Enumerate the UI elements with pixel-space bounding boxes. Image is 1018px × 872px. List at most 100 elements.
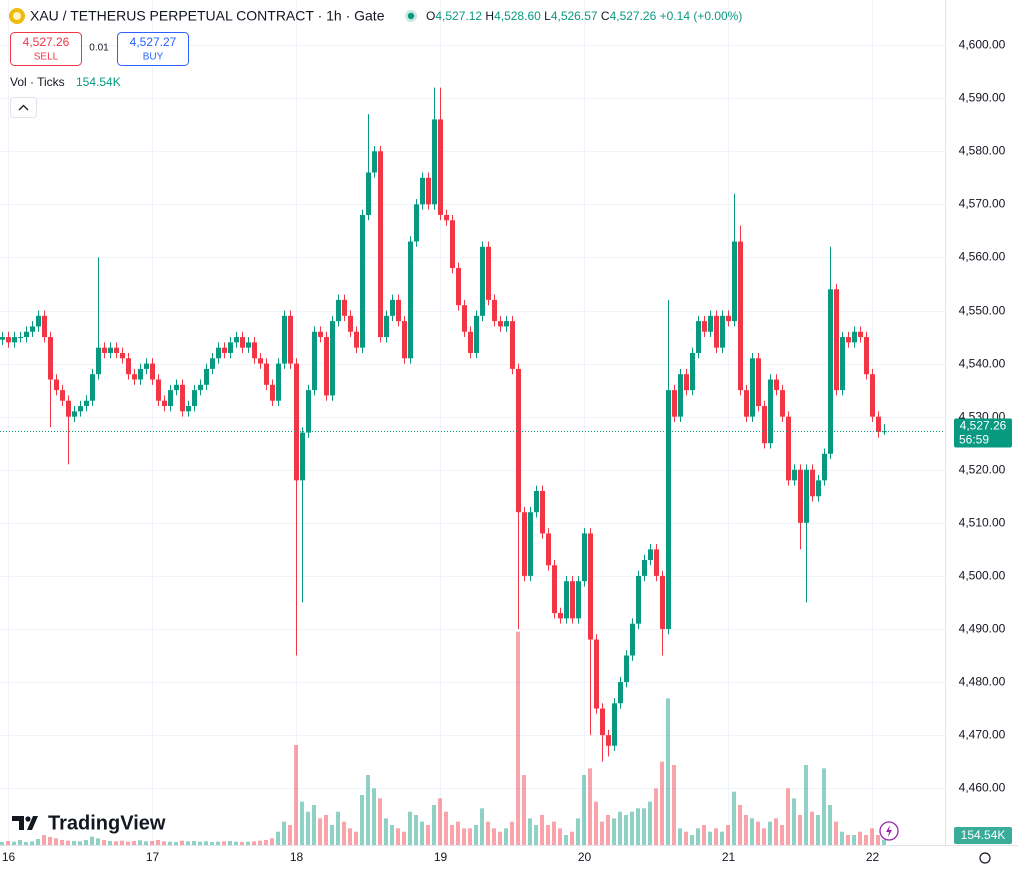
candle-body xyxy=(738,241,743,391)
volume-bar xyxy=(246,841,250,845)
candle-body xyxy=(666,390,671,629)
volume-bar xyxy=(624,815,628,845)
candle-body xyxy=(426,177,431,205)
volume-bar xyxy=(684,831,688,845)
candle-body xyxy=(522,512,527,576)
candle-body xyxy=(444,214,449,221)
y-tick-label: 4,510.00 xyxy=(959,516,1006,530)
volume-last: 154.54K xyxy=(76,75,121,89)
candle-body xyxy=(282,315,287,364)
candle-body xyxy=(462,305,467,332)
candle-body xyxy=(264,363,269,385)
candle-body xyxy=(378,151,383,338)
candle-body xyxy=(294,363,299,481)
candle-body xyxy=(150,363,155,380)
volume-bar xyxy=(378,798,382,845)
x-tick-label: 17 xyxy=(146,850,160,864)
countdown: 56:59 xyxy=(959,433,989,447)
volume-bar xyxy=(420,821,424,845)
volume-bar xyxy=(816,815,820,845)
candle-body xyxy=(390,299,395,316)
y-tick-label: 4,600.00 xyxy=(959,38,1006,52)
volume-bar xyxy=(774,818,778,845)
candle-body xyxy=(42,315,47,338)
volume-bar xyxy=(150,841,154,845)
volume-bar xyxy=(90,836,94,845)
volume-bar xyxy=(618,811,622,845)
volume-bar xyxy=(126,841,130,845)
candle-body xyxy=(450,220,455,269)
candle-body xyxy=(546,533,551,566)
volume-bar xyxy=(186,841,190,845)
volume-bar xyxy=(144,841,148,845)
settings-icon[interactable] xyxy=(979,852,991,864)
candle-body xyxy=(6,337,11,343)
volume-bar xyxy=(252,841,256,845)
volume-bar xyxy=(42,835,46,845)
volume-bar xyxy=(318,818,322,845)
candle-body xyxy=(402,321,407,359)
volume-badge-label: 154.54K xyxy=(961,828,1006,842)
ohlc-legend: O4,527.12 H4,528.60 L4,526.57 C4,527.26 … xyxy=(426,9,742,23)
buy-button[interactable] xyxy=(117,32,189,66)
volume-bar xyxy=(612,818,616,845)
candle-body xyxy=(750,358,755,417)
volume-bar xyxy=(714,828,718,845)
volume-bar xyxy=(876,835,880,845)
x-tick-label: 22 xyxy=(866,850,880,864)
candle-body xyxy=(366,172,371,215)
volume-bar xyxy=(768,821,772,845)
candle-body xyxy=(90,374,95,401)
volume-bar xyxy=(240,842,244,845)
collapse-button[interactable] xyxy=(10,97,37,118)
volume-bar xyxy=(756,821,760,845)
volume-bar xyxy=(24,842,28,845)
volume-layer xyxy=(0,631,886,845)
candle-body xyxy=(138,368,143,380)
volume-bar xyxy=(528,818,532,845)
volume-bar xyxy=(762,828,766,845)
volume-bar xyxy=(174,842,178,845)
volume-bar xyxy=(540,815,544,845)
candle-body xyxy=(120,352,125,359)
candle-body xyxy=(516,368,521,513)
y-tick-label: 4,560.00 xyxy=(959,250,1006,264)
candle-body xyxy=(630,623,635,656)
candle-body xyxy=(852,331,857,343)
candle-body xyxy=(192,390,197,407)
volume-bar xyxy=(810,811,814,845)
candle-body xyxy=(810,469,815,497)
volume-bar xyxy=(78,841,82,845)
volume-bar xyxy=(312,805,316,845)
candle-body xyxy=(360,214,365,348)
candle-layer xyxy=(0,87,887,762)
volume-bar xyxy=(666,698,670,845)
candle-body xyxy=(18,337,23,339)
candle-body xyxy=(210,358,215,369)
candle-body xyxy=(408,241,413,359)
volume-bar xyxy=(570,831,574,845)
volume-bar xyxy=(492,828,496,845)
volume-bar xyxy=(444,811,448,845)
volume-bar xyxy=(834,821,838,845)
candle-body xyxy=(216,347,221,359)
candle-body xyxy=(840,337,845,391)
volume-bar xyxy=(840,831,844,845)
ohlc-key: H xyxy=(485,9,494,23)
volume-bar xyxy=(204,841,208,845)
sell-price: 4,527.26 xyxy=(23,35,70,49)
candle-body xyxy=(606,735,611,746)
candle-body xyxy=(468,331,473,353)
candle-body xyxy=(858,331,863,338)
sell-label: SELL xyxy=(34,52,59,63)
volume-bar xyxy=(474,825,478,845)
sell-button[interactable] xyxy=(10,32,82,66)
candle-body xyxy=(432,119,437,205)
candle-body xyxy=(234,337,239,343)
volume-bar xyxy=(228,841,232,845)
volume-bar xyxy=(750,818,754,845)
ohlc-value: 4,527.12 xyxy=(435,9,482,23)
candle-body xyxy=(54,379,59,391)
volume-bar xyxy=(354,831,358,845)
